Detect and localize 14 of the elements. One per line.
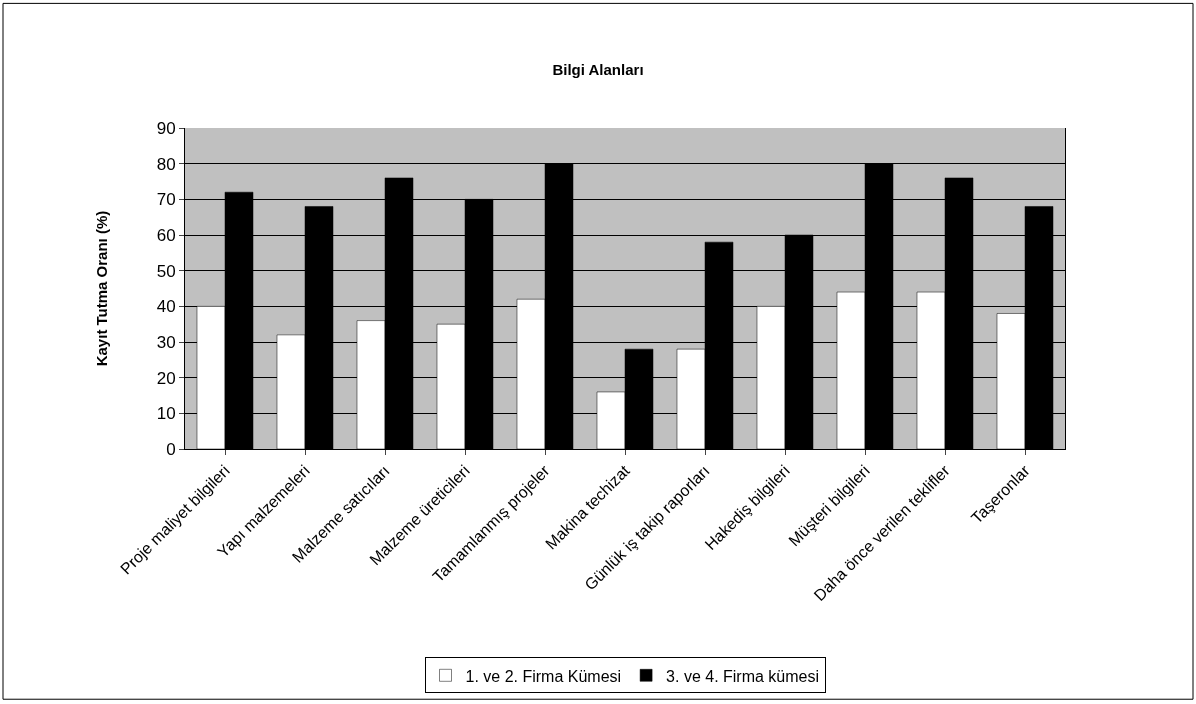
y-tick-label: 60	[156, 225, 176, 245]
y-tick-label: 10	[156, 404, 176, 424]
y-tick-label: 30	[156, 332, 176, 352]
y-tick-label: 80	[156, 154, 176, 174]
y-tick-label: 0	[166, 439, 176, 459]
legend-label: 3. ve 4. Firma kümesi	[666, 667, 820, 685]
y-tick-label: 40	[156, 297, 176, 317]
y-axis-title: Kayıt Tutma Oranı (%)	[92, 210, 110, 367]
y-tick-label: 50	[156, 261, 176, 281]
y-tick-label: 20	[156, 368, 176, 388]
chart-title: Bilgi Alanları	[552, 61, 644, 79]
y-tick-label: 90	[156, 118, 176, 138]
legend-label: 1. ve 2. Firma Kümesi	[465, 667, 622, 685]
y-tick-label: 70	[156, 190, 176, 210]
